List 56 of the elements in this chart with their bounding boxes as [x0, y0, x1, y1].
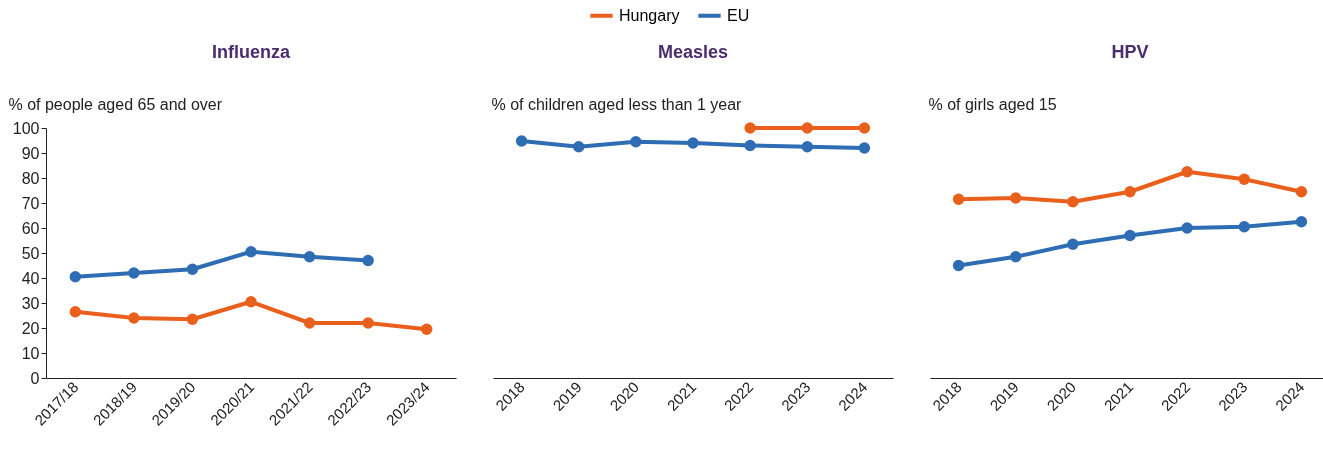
point — [303, 251, 316, 263]
y-tick-label: 20 — [21, 319, 40, 337]
point — [1295, 186, 1308, 198]
point — [186, 313, 199, 325]
y-tick-label: 60 — [21, 219, 40, 237]
y-tick-label: 40 — [21, 269, 40, 287]
y-tick-label: 50 — [21, 244, 40, 262]
y-axis-title: % of children aged less than 1 year — [491, 95, 743, 113]
y-tick-label: 0 — [30, 369, 40, 387]
point — [744, 139, 756, 152]
point — [245, 246, 257, 258]
point — [1181, 222, 1193, 234]
point — [1067, 196, 1079, 208]
point — [1238, 173, 1250, 185]
y-axis-title: % of people aged 65 and over — [8, 95, 223, 113]
point — [1010, 251, 1022, 263]
point — [69, 271, 81, 283]
point — [186, 263, 199, 275]
point — [952, 193, 965, 205]
point — [1295, 216, 1308, 228]
chart-title: HPV — [1111, 42, 1149, 62]
point — [630, 136, 642, 148]
point — [858, 122, 871, 134]
y-tick-label: 90 — [21, 144, 40, 162]
point — [801, 141, 813, 153]
chart-title: Measles — [657, 42, 729, 62]
y-tick-label: 70 — [21, 194, 40, 212]
point — [858, 142, 871, 154]
point — [128, 312, 140, 324]
point — [421, 323, 433, 335]
point — [245, 296, 257, 308]
point — [1238, 221, 1250, 233]
legend-label: EU — [727, 6, 750, 24]
point — [1124, 229, 1136, 242]
point — [1124, 186, 1136, 198]
point — [515, 135, 528, 147]
y-tick-label: 100 — [12, 119, 40, 137]
point — [573, 141, 585, 153]
y-tick-label: 10 — [21, 344, 40, 362]
point — [801, 122, 813, 134]
y-tick-label: 80 — [21, 169, 40, 187]
point — [687, 137, 699, 149]
point — [128, 267, 140, 279]
legend-label: Hungary — [619, 6, 680, 24]
y-axis-title: % of girls aged 15 — [928, 95, 1057, 113]
point — [1181, 166, 1193, 178]
y-tick-label: 30 — [21, 294, 40, 312]
point — [303, 317, 316, 329]
point — [952, 259, 965, 272]
point — [1010, 192, 1022, 204]
point — [744, 122, 756, 134]
point — [362, 317, 374, 329]
point — [69, 306, 81, 318]
point — [1067, 238, 1079, 250]
chart-title: Influenza — [211, 42, 291, 62]
point — [362, 254, 374, 267]
